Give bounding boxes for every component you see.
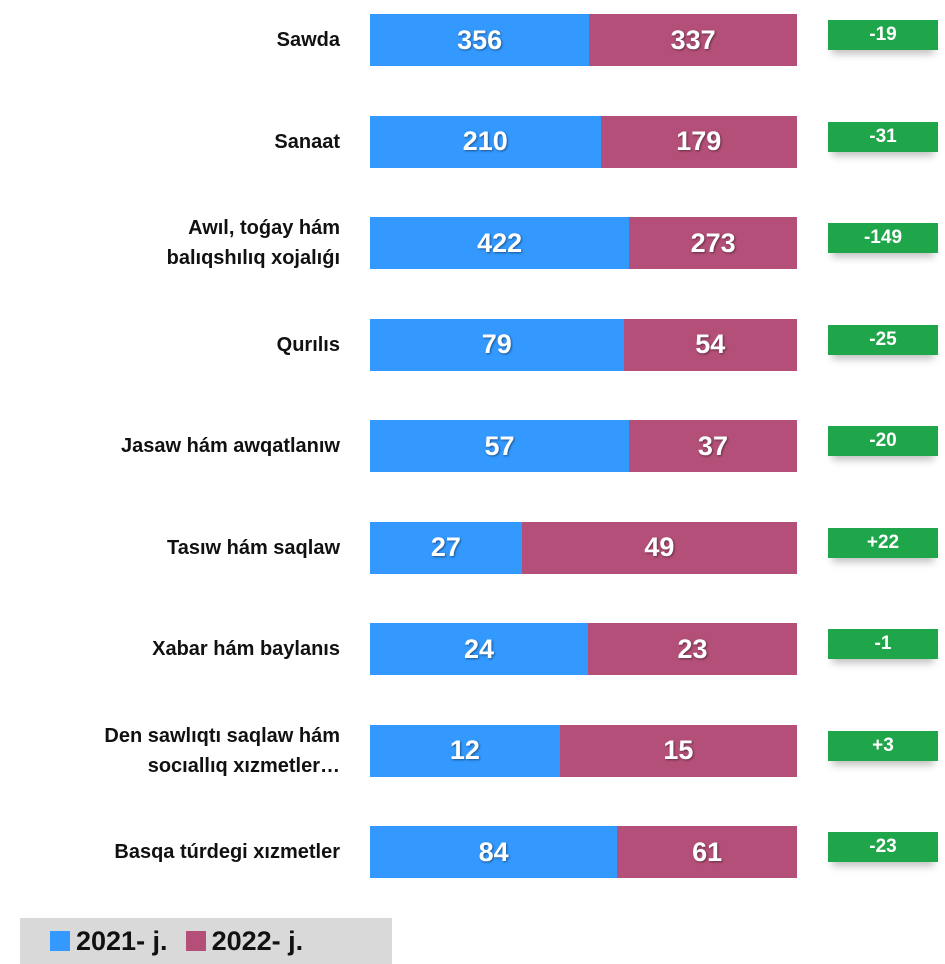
bar-segment: 273: [629, 217, 797, 269]
legend: 2021- j. 2022- j.: [20, 918, 392, 964]
bar-segment: 23: [588, 623, 797, 675]
category-label: Basqa túrdegi xızmetler: [114, 841, 340, 863]
difference-box: +3: [828, 730, 938, 761]
data-label: 12: [449, 735, 480, 765]
bar-segment: 84: [370, 826, 618, 878]
difference-label: -25: [869, 328, 897, 350]
bar-segment: 210: [370, 115, 601, 168]
legend-label: 2022- j.: [211, 925, 304, 956]
category-label: Sanaat: [274, 130, 340, 153]
bar-segment: 27: [370, 521, 522, 574]
data-label: 422: [477, 227, 523, 258]
data-label: 23: [677, 633, 708, 664]
difference-box: -23: [828, 832, 938, 862]
difference-label: -31: [869, 125, 897, 147]
legend-label: 2021- j.: [76, 925, 168, 956]
bar-segment: 12: [370, 724, 560, 777]
difference-label: -1: [874, 633, 892, 654]
data-label: 84: [478, 836, 509, 867]
difference-label: +3: [872, 734, 894, 756]
data-label: 27: [430, 532, 461, 562]
data-label: 79: [481, 329, 512, 359]
bar-segment: 179: [600, 115, 797, 168]
difference-box: -31: [828, 121, 938, 152]
data-label: 179: [676, 126, 722, 156]
bar-segment: 79: [370, 318, 624, 371]
difference-label: -23: [869, 836, 897, 857]
legend-swatch: [50, 931, 70, 951]
legend-swatch: [185, 931, 206, 951]
data-label: 37: [697, 430, 728, 461]
difference-box: -1: [828, 629, 938, 659]
data-label: 49: [644, 532, 675, 562]
category-label: Xabar hám baylanıs: [152, 638, 340, 660]
bar-segment: 54: [623, 318, 797, 371]
bar-segment: 422: [370, 217, 630, 269]
data-label: 54: [695, 329, 726, 359]
difference-box: -20: [828, 426, 938, 456]
data-label: 15: [663, 735, 694, 765]
difference-box: +22: [828, 527, 938, 558]
category-label: Awıl, toǵay hám balıqshılıq xojalıǵı: [166, 217, 340, 269]
data-label: 273: [690, 227, 736, 258]
difference-box: -149: [828, 223, 938, 253]
bar-segment: 337: [589, 14, 797, 66]
bar-segment: 57: [370, 420, 629, 472]
bar-segment: 49: [521, 521, 797, 574]
category-label: Sawda: [276, 29, 340, 51]
bar-segment: 61: [617, 826, 797, 878]
bar-segment: 24: [370, 623, 589, 675]
category-label: Qurılıs: [276, 333, 340, 356]
category-label: Den sawlıqtı saqlaw hám socıallıq xızmet…: [104, 724, 340, 777]
bar-segment: 37: [628, 420, 797, 472]
bar-segment: 356: [370, 14, 590, 66]
data-label: 57: [484, 430, 515, 461]
difference-label: -20: [869, 430, 897, 451]
legend-item: 2022- j.: [185, 925, 304, 957]
difference-box: -19: [828, 20, 938, 50]
data-label: 210: [462, 126, 508, 156]
category-label: Tasıw hám saqlaw: [166, 536, 340, 559]
difference-label: -19: [869, 24, 897, 45]
data-label: 24: [463, 633, 495, 664]
bar-segment: 15: [559, 724, 797, 777]
legend-item: 2021- j.: [50, 926, 168, 957]
data-label: 337: [670, 24, 716, 55]
difference-label: -149: [863, 227, 903, 248]
data-label: 356: [457, 24, 503, 55]
data-label: 61: [692, 836, 723, 867]
category-label: Jasaw hám awqatlanıw: [121, 435, 340, 457]
difference-box: -25: [828, 324, 938, 355]
difference-label: +22: [866, 531, 900, 553]
